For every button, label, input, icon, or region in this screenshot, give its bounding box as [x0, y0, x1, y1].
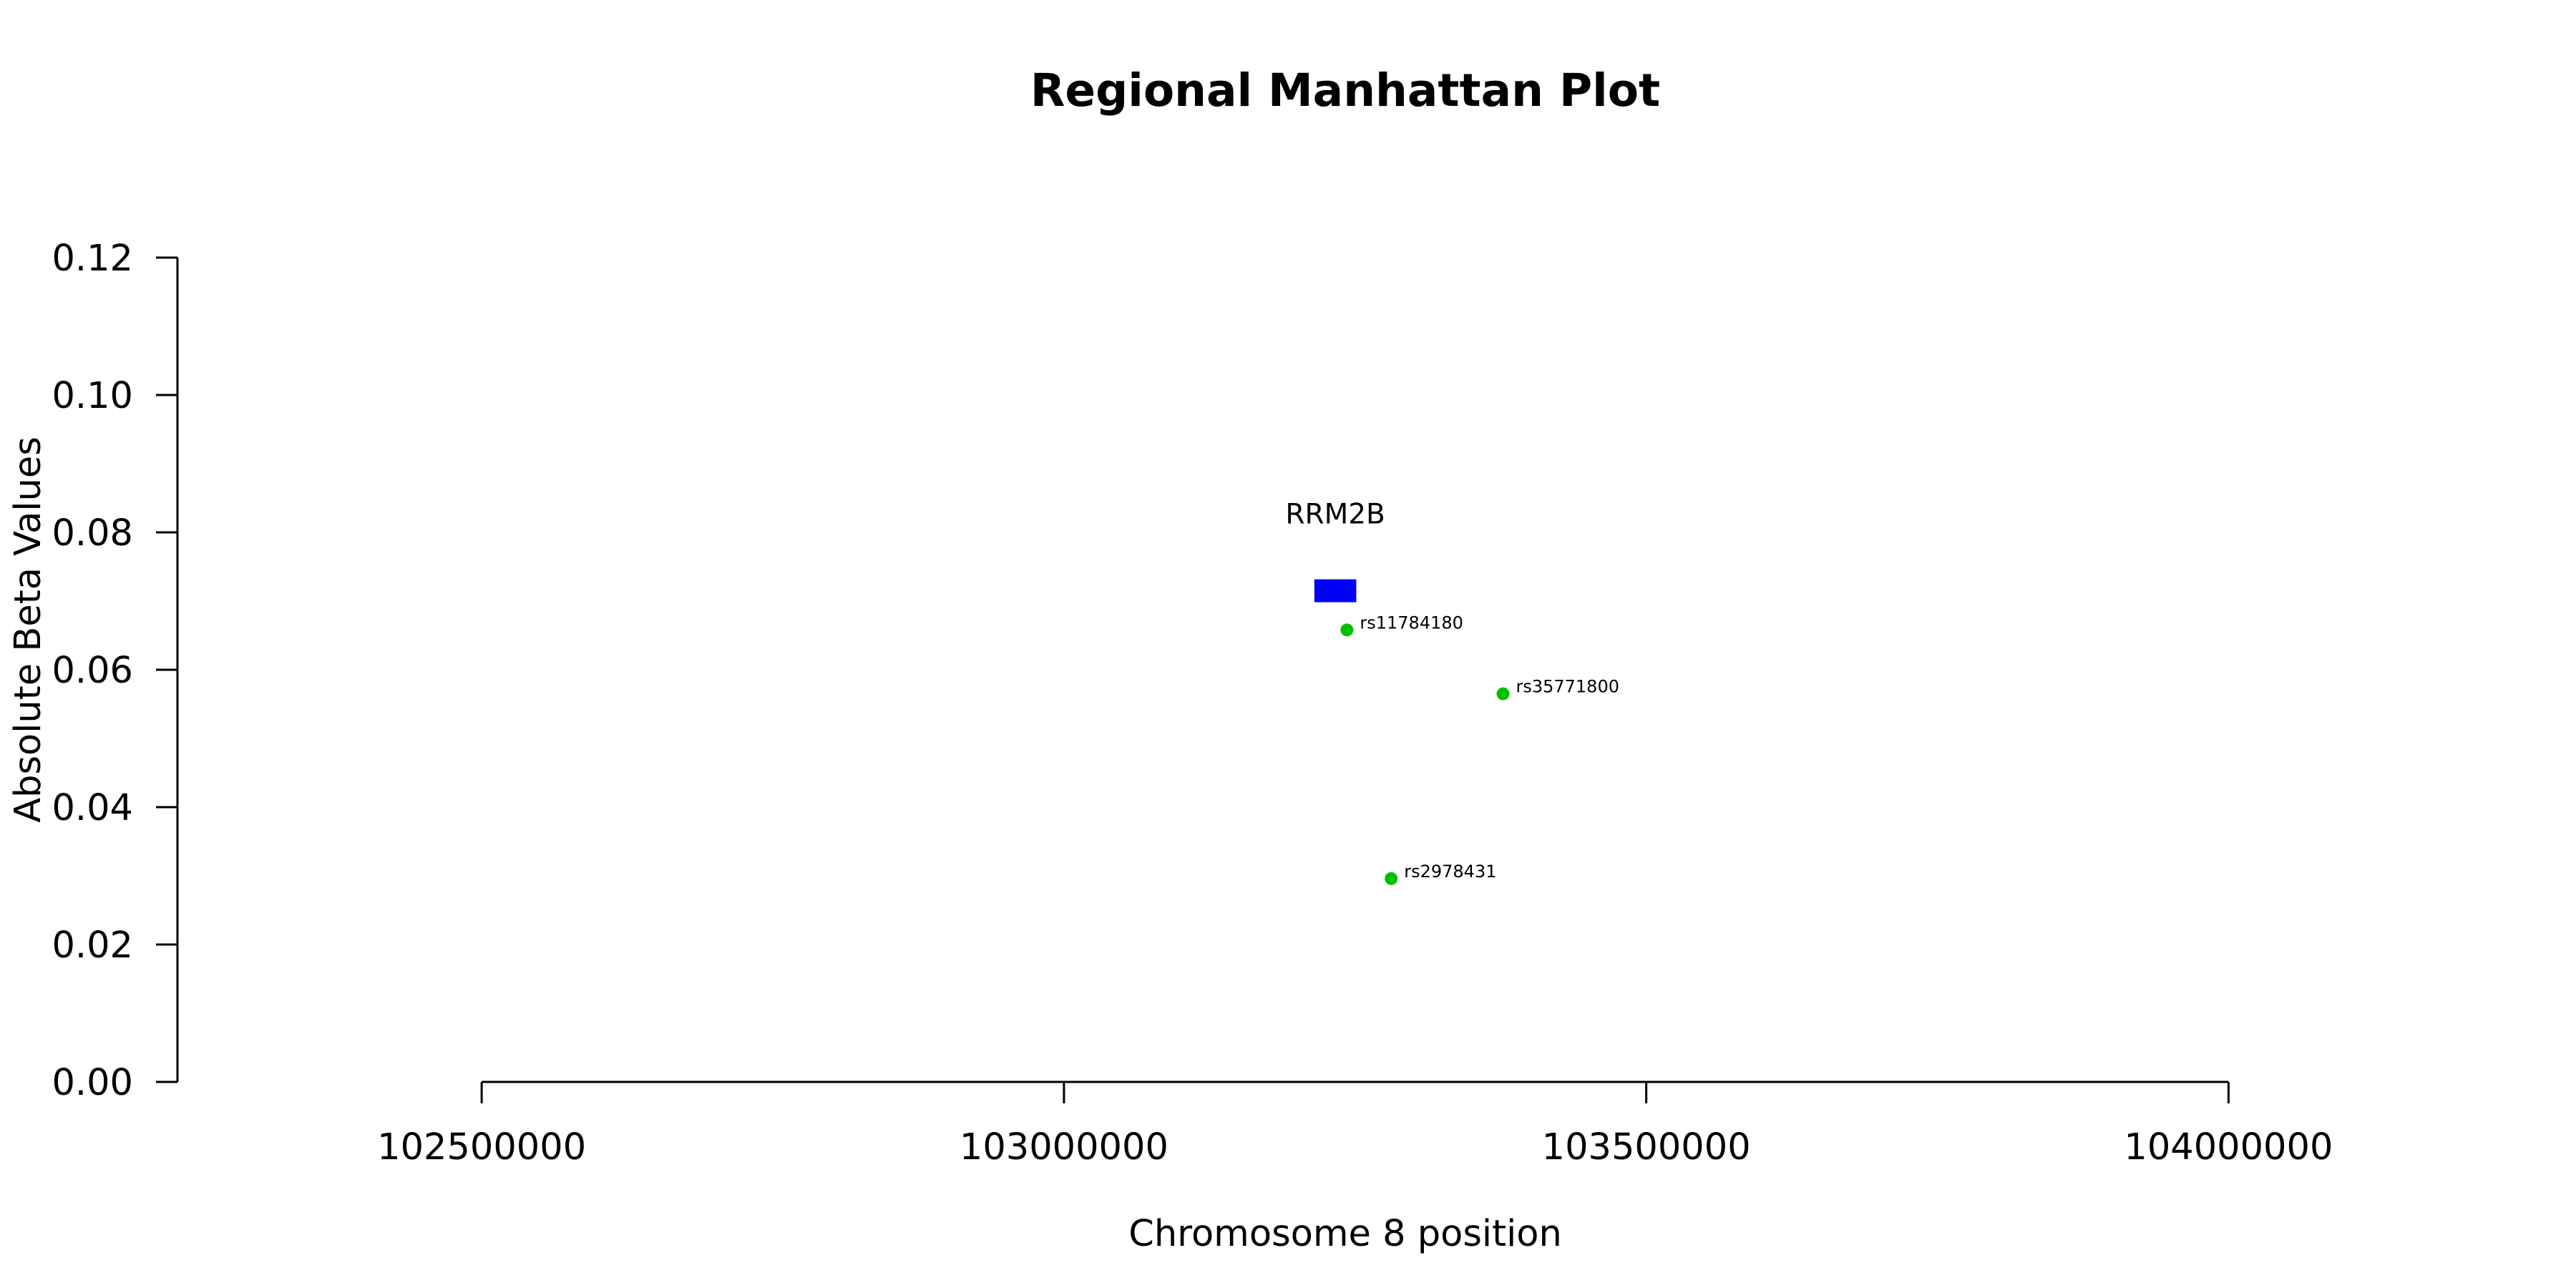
x-tick-label: 103000000 [960, 1126, 1169, 1169]
y-tick-label: 0.12 [52, 238, 133, 280]
chart-title: Regional Manhattan Plot [1030, 64, 1660, 117]
y-tick-label: 0.04 [52, 787, 133, 829]
x-tick-label: 102500000 [377, 1126, 586, 1169]
y-tick-label: 0.06 [52, 650, 133, 692]
snp-point [1496, 687, 1510, 701]
y-axis-label: Absolute Beta Values [7, 436, 49, 823]
gene-label: RRM2B [1285, 499, 1385, 531]
gene-layer: RRM2B [1285, 499, 1385, 602]
y-tick-label: 0.02 [52, 924, 133, 967]
snp-label: rs11784180 [1360, 613, 1463, 633]
snp-label: rs2978431 [1404, 862, 1496, 882]
y-axis: 0.00 0.02 0.04 0.06 0.08 0.10 0.12 [52, 238, 179, 1104]
y-tick-label: 0.08 [52, 512, 133, 555]
snp-point [1340, 623, 1354, 637]
points-layer: rs11784180 rs35771800 rs2978431 [1340, 613, 1619, 885]
y-tick-label: 0.10 [52, 375, 133, 417]
x-tick-label: 104000000 [2124, 1126, 2333, 1169]
x-tick-label: 103500000 [1542, 1126, 1751, 1169]
snp-label: rs35771800 [1516, 677, 1619, 697]
y-tick-label: 0.00 [52, 1062, 133, 1104]
x-axis-label: Chromosome 8 position [1128, 1213, 1562, 1255]
snp-point [1385, 872, 1398, 885]
gene-rrm2b-block [1314, 579, 1357, 602]
x-axis: 102500000 103000000 103500000 104000000 [377, 1080, 2333, 1169]
